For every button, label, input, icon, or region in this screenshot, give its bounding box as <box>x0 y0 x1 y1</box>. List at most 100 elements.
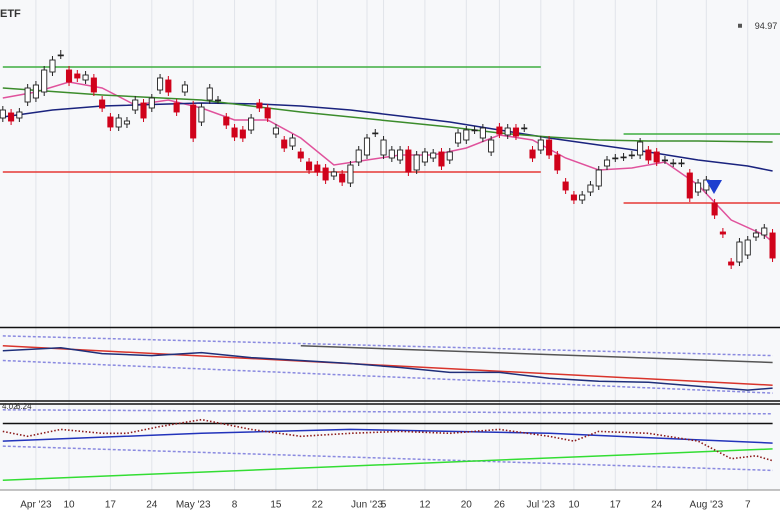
candle-body <box>438 151 445 167</box>
candle-body <box>8 112 15 122</box>
x-tick-label: 20 <box>461 500 473 511</box>
candle-body <box>347 164 354 184</box>
x-tick-label: 22 <box>312 500 324 511</box>
indicator-line <box>2 428 773 444</box>
x-tick-label: Jun '23 <box>351 500 383 511</box>
candle-body <box>546 139 553 156</box>
candle-body <box>579 194 586 201</box>
candle-body <box>463 129 470 141</box>
x-tick-label: 12 <box>419 500 431 511</box>
x-tick-label: 8 <box>232 500 238 511</box>
x-tick-label: Jul '23 <box>527 500 556 511</box>
readout-label: 6.24 <box>16 402 32 411</box>
candle-body <box>587 184 594 193</box>
candle-body <box>0 109 6 119</box>
candle-body <box>620 156 627 159</box>
candle-body <box>562 181 569 191</box>
x-tick-label: 17 <box>610 500 622 511</box>
indicator-line <box>2 448 773 481</box>
candle-body <box>198 106 205 123</box>
x-tick-label: May '23 <box>176 500 211 511</box>
candle-body <box>57 54 64 57</box>
candle-body <box>554 154 561 171</box>
candle-body <box>570 194 577 201</box>
indicator-line <box>300 345 773 364</box>
indicator-line <box>2 445 773 472</box>
candle-body <box>454 132 462 144</box>
candle-body <box>173 102 180 113</box>
candle-body <box>521 127 528 130</box>
candle-body <box>397 149 404 161</box>
candle-body <box>256 102 263 109</box>
candle-body <box>123 120 131 125</box>
candle-body <box>479 127 486 139</box>
candle-body <box>289 137 296 147</box>
candle-body <box>115 117 122 128</box>
candle-body <box>421 151 428 163</box>
candle-body <box>24 87 31 103</box>
candle-body <box>769 232 776 259</box>
candle-body <box>82 74 89 81</box>
candle-body <box>653 151 660 163</box>
x-tick-label: 26 <box>494 500 506 511</box>
grid <box>35 0 749 490</box>
candle-body <box>645 149 652 161</box>
candle-body <box>637 141 644 156</box>
last-price-label: 94.97 <box>755 21 778 31</box>
candle-body <box>90 77 97 93</box>
candle-body <box>140 102 147 119</box>
candle-body <box>446 151 453 161</box>
candle-body <box>239 129 246 139</box>
indicator-line <box>2 418 773 462</box>
candle-body <box>99 99 106 109</box>
candle-body <box>16 111 23 119</box>
candle-body <box>32 84 39 99</box>
candle-body <box>264 107 271 119</box>
candle-body <box>686 172 693 199</box>
candle-body <box>363 137 371 156</box>
candle-body <box>281 139 288 149</box>
x-tick-label: 10 <box>568 500 580 511</box>
candle-body <box>711 202 718 216</box>
candle-body <box>380 139 387 156</box>
candle-body <box>206 87 213 101</box>
price-marker <box>738 23 742 28</box>
candle-body <box>595 169 602 187</box>
candle-body <box>678 162 685 165</box>
candle-body <box>41 69 48 93</box>
candle-body <box>355 149 362 163</box>
indicator-line <box>2 359 773 394</box>
candle-body <box>488 139 495 153</box>
candle-body <box>695 182 702 193</box>
candle-body <box>752 232 760 238</box>
candle-body <box>728 261 735 266</box>
candle-body <box>65 69 73 83</box>
candle-body <box>132 99 139 111</box>
candle-body <box>165 79 172 93</box>
chart-title: ETF <box>0 8 21 20</box>
x-tick-label: 24 <box>651 500 663 511</box>
x-tick-label: 15 <box>270 500 282 511</box>
candle-body <box>504 127 511 136</box>
candle-body <box>330 171 337 177</box>
candle-body <box>761 227 768 236</box>
candle-body <box>223 116 230 126</box>
candle-body <box>537 139 544 151</box>
candle-body <box>496 126 503 135</box>
candle-body <box>388 149 395 159</box>
candle-body <box>372 132 379 135</box>
candle-body <box>512 127 520 137</box>
candle-body <box>49 59 56 73</box>
indicator-line <box>2 409 773 415</box>
candle-body <box>661 159 669 162</box>
x-tick-label: 10 <box>63 500 75 511</box>
candle-body <box>471 129 478 132</box>
candle-body <box>214 99 222 102</box>
indicator-line <box>2 345 773 386</box>
candle-body <box>181 84 188 93</box>
x-tick-label: Aug '23 <box>690 500 724 511</box>
candle-body <box>719 231 726 235</box>
candle-body <box>322 167 329 181</box>
indicator-line <box>2 346 773 391</box>
